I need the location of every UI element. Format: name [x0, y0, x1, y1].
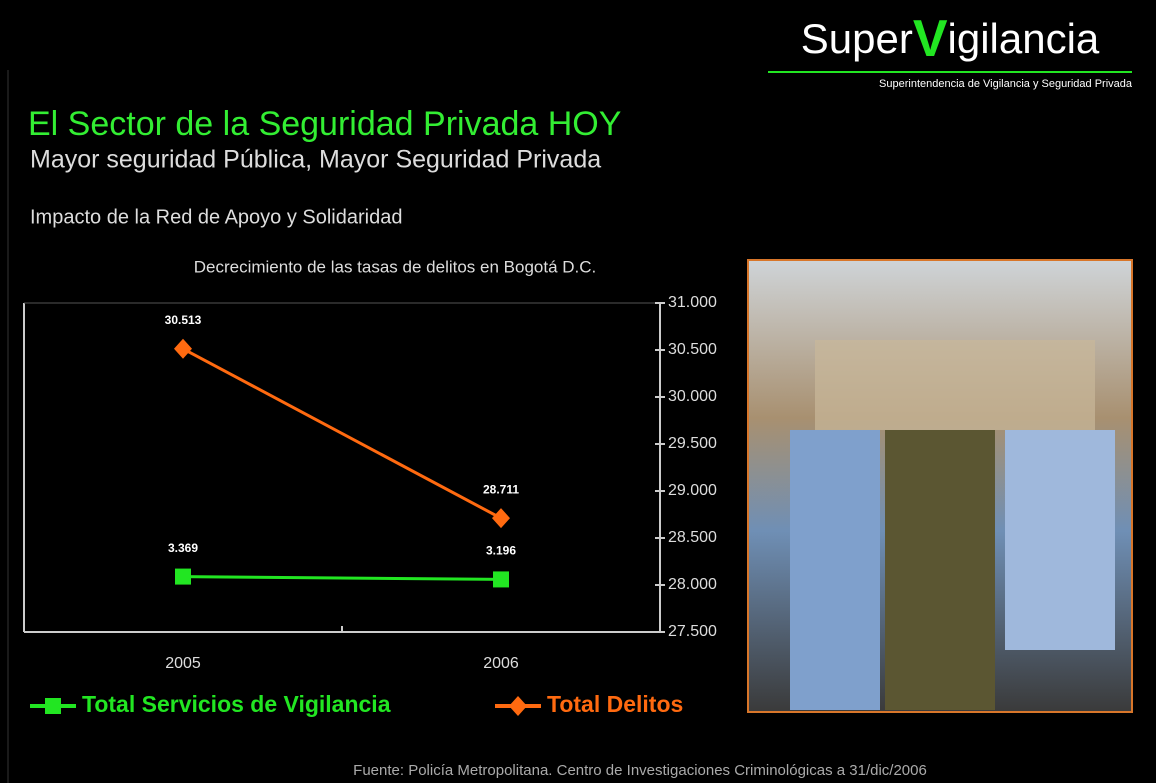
series-line	[182, 347, 502, 520]
photo-building	[815, 340, 1095, 430]
heading: El Sector de la Seguridad Privada HOY	[28, 105, 621, 143]
value-label: 28.711	[483, 482, 519, 496]
x-tick-label: 2006	[483, 655, 519, 672]
photo-officer	[885, 430, 995, 710]
value-label: 3.196	[486, 544, 516, 558]
y2-tick-label: 29.500	[668, 435, 717, 452]
logo-highlight: V	[913, 10, 948, 68]
point	[175, 568, 191, 585]
y2-tick-label: 28.500	[668, 529, 717, 546]
legend-label: Total Servicios de Vigilancia	[82, 691, 391, 717]
x-tick-label: 2005	[165, 655, 201, 672]
photo-officer	[1005, 430, 1115, 650]
value-label: 3.369	[168, 541, 198, 555]
legend-marker	[509, 696, 527, 716]
series-line	[182, 575, 502, 581]
point	[492, 508, 510, 529]
y2-tick-label: 28.000	[668, 576, 717, 593]
chart-title: Decrecimiento de las tasas de delitos en…	[194, 257, 597, 276]
y2-tick-label: 27.500	[668, 623, 717, 640]
legend-marker	[45, 698, 61, 714]
legend-label: Total Delitos	[547, 691, 683, 717]
y2-tick-label: 31.000	[668, 294, 717, 311]
logo-tagline: Superintendencia de Vigilancia y Segurid…	[879, 78, 1133, 90]
subheading: Mayor seguridad Pública, Mayor Seguridad…	[30, 146, 601, 174]
point	[493, 571, 509, 588]
logo-suffix: igilancia	[948, 15, 1100, 62]
point	[174, 338, 192, 359]
logo: SuperVigilancia	[801, 10, 1100, 68]
section: Impacto de la Red de Apoyo y Solidaridad	[30, 206, 402, 228]
y2-tick-label: 30.000	[668, 388, 717, 405]
y2-tick-label: 29.000	[668, 482, 717, 499]
logo-prefix: Super	[801, 15, 913, 62]
value-label: 30.513	[165, 313, 202, 327]
y2-tick-label: 30.500	[668, 341, 717, 358]
photo-officer	[790, 430, 880, 710]
footer: Fuente: Policía Metropolitana. Centro de…	[353, 762, 927, 779]
